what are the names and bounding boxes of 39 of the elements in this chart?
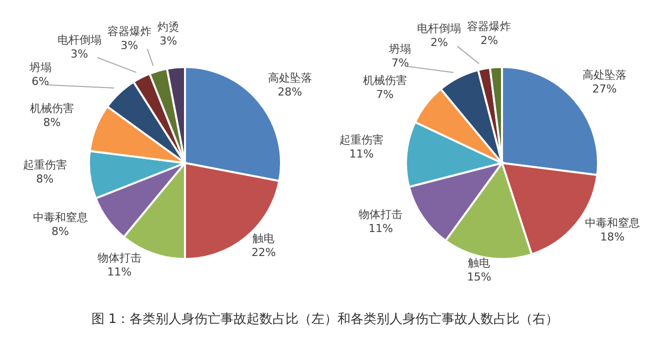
data-label: 8% <box>36 172 54 186</box>
data-label: 8% <box>52 225 69 238</box>
slice-label: 物体打击 <box>97 251 142 264</box>
slice-label: 电杆倒塌 <box>57 34 102 47</box>
data-label: 6% <box>32 74 50 88</box>
slice-label: 机械伤害 <box>30 102 74 116</box>
data-label: 15% <box>466 270 492 284</box>
data-label: 7% <box>376 88 394 102</box>
data-label: 27% <box>592 82 617 96</box>
slice-label: 触电 <box>252 232 275 245</box>
slice-label: 中毒和窒息 <box>584 216 640 230</box>
slice-label: 容器爆炸 <box>107 24 152 38</box>
data-label: 3% <box>160 34 178 48</box>
data-label: 11% <box>368 222 393 236</box>
slice-label: 高处坠落 <box>268 71 312 84</box>
data-label: 2% <box>480 34 498 48</box>
caption: 图 1：各类别人身伤亡事故起数占比（左）和各类别人身伤亡事故人数占比（右） <box>90 311 560 328</box>
data-label: 28% <box>278 85 302 98</box>
slice-label: 起重伤害 <box>22 158 67 172</box>
slice-label: 坍塌 <box>388 42 412 56</box>
data-label: 11% <box>349 147 374 160</box>
slice-label: 容器爆炸 <box>467 20 512 34</box>
data-label: 8% <box>43 116 61 130</box>
slice-label: 高处坠落 <box>582 68 627 82</box>
data-label: 11% <box>107 265 132 278</box>
slice-label: 触电 <box>468 256 490 270</box>
data-label: 18% <box>600 230 625 244</box>
slice-label: 物体打击 <box>358 208 403 222</box>
data-label: 7% <box>391 56 409 70</box>
slice-label: 中毒和窒息 <box>32 211 88 224</box>
data-label: 3% <box>70 48 88 61</box>
slice-label: 机械伤害 <box>362 74 407 88</box>
slice-label: 坍塌 <box>28 60 52 74</box>
slice-label: 灼烫 <box>157 20 180 34</box>
data-label: 3% <box>120 38 138 52</box>
data-label: 2% <box>430 36 448 50</box>
slice-label: 电杆倒塌 <box>417 22 462 36</box>
data-label: 22% <box>251 246 276 259</box>
slice-label: 起重伤害 <box>340 133 384 146</box>
